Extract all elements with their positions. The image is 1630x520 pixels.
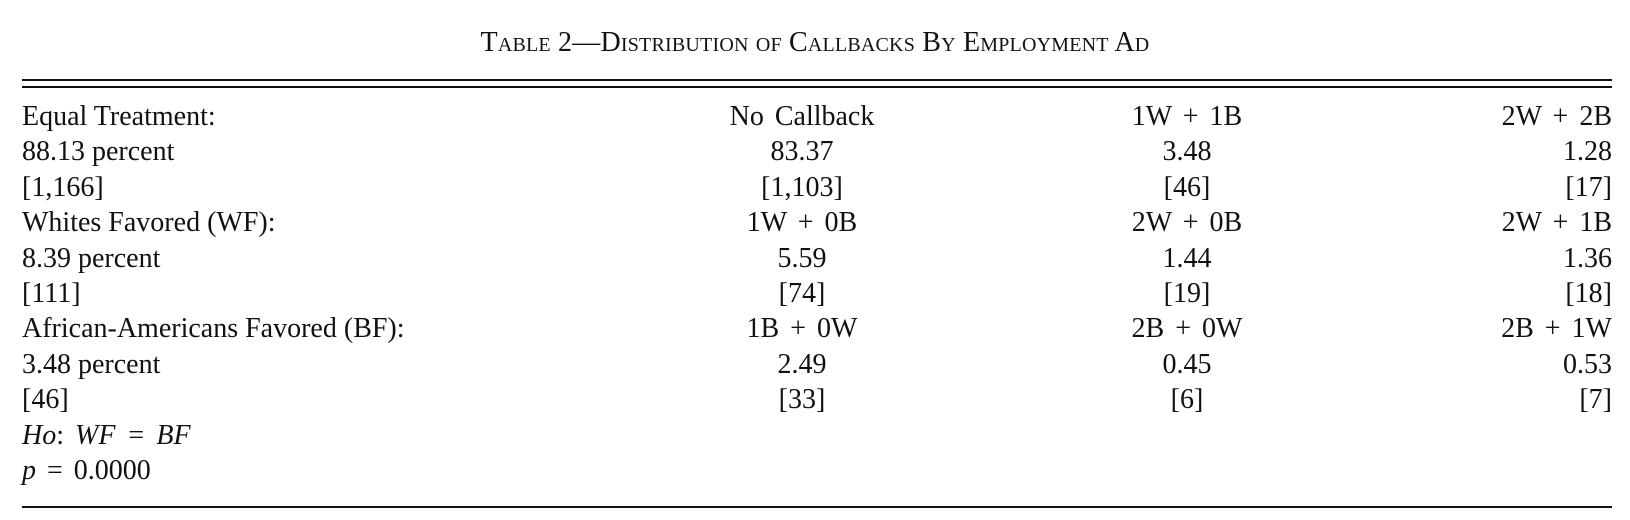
table-cell: 1B + 0W [746,313,858,345]
bottom-rule [22,506,1612,508]
row-label: 3.48 percent [22,348,161,380]
table-cell: 0.53 [1563,348,1612,380]
p-value-label: p = 0.0000 [22,453,582,488]
table-cell: [7] [1579,384,1612,416]
table-cell: 1W + 1B [1131,101,1243,132]
table-row: [1,166] [1,103] [46] [17] [22,170,1612,205]
table-title: Table 2—Distribution of Callbacks By Emp… [480,27,1150,58]
hypothesis-expression: WF = BF [75,419,191,451]
table-row-pvalue: p = 0.0000 [22,453,1612,488]
hypothesis-label: Ho: WF = BF [22,418,582,453]
row-label: 8.39 percent [22,242,161,274]
table-row: 8.39 percent 5.59 1.44 1.36 [22,241,1612,276]
row-label: 88.13 percent [22,136,175,168]
table-cell: [1,103] [761,171,843,203]
table-cell: 2B + 1W [1501,313,1612,345]
table-row: Equal Treatment: No Callback 1W + 1B 2W … [22,99,1612,134]
row-label: [1,166] [22,171,104,203]
table-row: Whites Favored (WF): 1W + 0B 2W + 0B 2W … [22,205,1612,240]
top-rule-outer [22,79,1612,81]
table-cell: [46] [1163,171,1211,203]
table-row-hypothesis: Ho: WF = BF [22,418,1612,453]
table-cell: 2.49 [777,348,827,380]
table-cell: [33] [778,384,826,416]
table-row: 3.48 percent 2.49 0.45 0.53 [22,347,1612,382]
p-symbol: p [22,455,36,487]
table-cell: No Callback [729,101,875,132]
table-cell: 2W + 0B [1131,207,1243,239]
table-cell: [74] [778,278,826,310]
table-row: [111] [74] [19] [18] [22,276,1612,311]
table-cell: [6] [1170,384,1204,416]
table-cell: 0.45 [1162,348,1212,380]
table-cell: 1.28 [1563,136,1612,168]
p-value: = 0.0000 [36,455,151,487]
table-cell: 3.48 [1162,136,1212,168]
table-row: African-Americans Favored (BF): 1B + 0W … [22,311,1612,346]
top-rule-inner [22,86,1612,88]
row-label: African-Americans Favored (BF): [22,313,405,345]
table-cell: 5.59 [777,242,827,274]
table-cell: 1.44 [1162,242,1212,274]
hypothesis-colon: : [56,419,76,451]
row-label: Equal Treatment: [22,101,216,132]
table-cell: 2W + 1B [1501,207,1612,239]
row-label: Whites Favored (WF): [22,207,276,239]
table-row: [46] [33] [6] [7] [22,382,1612,417]
table-cell: 1W + 0B [746,207,858,239]
table-cell: 1.36 [1563,242,1612,274]
table-row: 88.13 percent 83.37 3.48 1.28 [22,134,1612,169]
row-label: [111] [22,278,81,310]
table-cell: [19] [1163,278,1211,310]
table-cell: 2B + 0W [1131,313,1243,345]
callback-distribution-table: Equal Treatment: No Callback 1W + 1B 2W … [22,99,1612,488]
table-cell: 83.37 [770,136,834,168]
table-cell: 2W + 2B [1501,101,1612,132]
hypothesis-symbol: Ho [22,419,57,451]
table-cell: [18] [1565,278,1612,310]
table-cell: [17] [1565,171,1612,203]
row-label: [46] [22,384,69,416]
